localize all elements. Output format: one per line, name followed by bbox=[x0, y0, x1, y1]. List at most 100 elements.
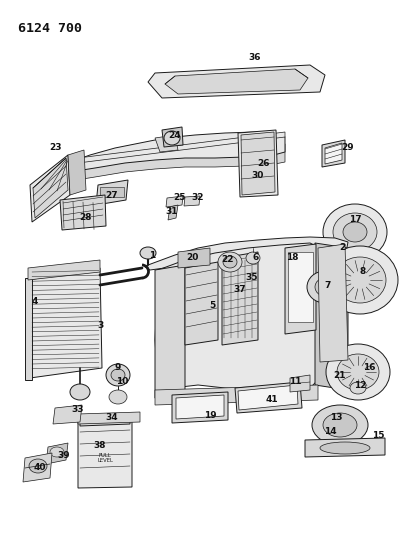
Bar bbox=[288, 252, 313, 322]
Polygon shape bbox=[178, 248, 210, 268]
Polygon shape bbox=[78, 412, 140, 424]
Text: 18: 18 bbox=[286, 254, 298, 262]
Polygon shape bbox=[241, 132, 275, 195]
Ellipse shape bbox=[246, 252, 260, 264]
Text: 31: 31 bbox=[166, 206, 178, 215]
Text: 19: 19 bbox=[204, 410, 216, 419]
Ellipse shape bbox=[106, 364, 130, 386]
Ellipse shape bbox=[29, 459, 47, 473]
Text: 2: 2 bbox=[339, 244, 345, 253]
Polygon shape bbox=[96, 180, 128, 205]
Ellipse shape bbox=[323, 204, 387, 260]
Polygon shape bbox=[176, 395, 224, 419]
Bar bbox=[100, 187, 124, 197]
Polygon shape bbox=[28, 260, 100, 280]
Text: 27: 27 bbox=[106, 191, 118, 200]
Text: 40: 40 bbox=[34, 463, 46, 472]
Ellipse shape bbox=[320, 442, 370, 454]
Polygon shape bbox=[325, 143, 342, 164]
Polygon shape bbox=[285, 244, 316, 334]
Polygon shape bbox=[145, 237, 348, 270]
Text: 4: 4 bbox=[32, 297, 38, 306]
Polygon shape bbox=[53, 405, 82, 424]
Polygon shape bbox=[155, 135, 178, 152]
Text: 25: 25 bbox=[173, 193, 185, 203]
Polygon shape bbox=[222, 252, 258, 345]
Ellipse shape bbox=[337, 354, 379, 390]
Text: 22: 22 bbox=[222, 255, 234, 264]
Text: 32: 32 bbox=[192, 193, 204, 203]
Text: 10: 10 bbox=[116, 377, 128, 386]
Text: 8: 8 bbox=[360, 268, 366, 277]
Polygon shape bbox=[318, 244, 348, 362]
Polygon shape bbox=[238, 385, 298, 410]
Ellipse shape bbox=[343, 222, 367, 242]
Text: 33: 33 bbox=[72, 406, 84, 415]
Text: 3: 3 bbox=[97, 320, 103, 329]
Ellipse shape bbox=[326, 344, 390, 400]
Polygon shape bbox=[165, 69, 308, 94]
Polygon shape bbox=[62, 132, 285, 172]
Ellipse shape bbox=[140, 247, 156, 259]
Polygon shape bbox=[68, 150, 86, 195]
Polygon shape bbox=[62, 132, 285, 165]
Text: 14: 14 bbox=[324, 427, 336, 437]
Text: 21: 21 bbox=[334, 370, 346, 379]
Text: 16: 16 bbox=[363, 364, 375, 373]
Polygon shape bbox=[166, 196, 183, 207]
Polygon shape bbox=[184, 196, 200, 206]
Polygon shape bbox=[80, 416, 130, 426]
Text: 15: 15 bbox=[372, 431, 384, 440]
Text: 6: 6 bbox=[253, 253, 259, 262]
Polygon shape bbox=[238, 130, 278, 197]
Text: 5: 5 bbox=[209, 301, 215, 310]
Polygon shape bbox=[155, 265, 185, 398]
Text: 30: 30 bbox=[252, 171, 264, 180]
Text: 6124 700: 6124 700 bbox=[18, 22, 82, 35]
Polygon shape bbox=[28, 268, 102, 378]
Ellipse shape bbox=[322, 246, 398, 314]
Polygon shape bbox=[315, 243, 348, 390]
Text: 41: 41 bbox=[266, 395, 278, 405]
Text: FULL
LEVEL: FULL LEVEL bbox=[97, 453, 113, 463]
Text: 24: 24 bbox=[169, 131, 181, 140]
Polygon shape bbox=[172, 392, 228, 423]
Text: 23: 23 bbox=[49, 143, 61, 152]
Polygon shape bbox=[168, 205, 178, 220]
Ellipse shape bbox=[320, 283, 330, 291]
Ellipse shape bbox=[312, 405, 368, 445]
Ellipse shape bbox=[70, 384, 90, 400]
Text: 13: 13 bbox=[330, 414, 342, 423]
Text: 7: 7 bbox=[325, 280, 331, 289]
Polygon shape bbox=[78, 420, 132, 488]
Ellipse shape bbox=[218, 252, 242, 272]
Polygon shape bbox=[148, 65, 325, 98]
Polygon shape bbox=[33, 158, 68, 218]
Ellipse shape bbox=[109, 390, 127, 404]
Text: 12: 12 bbox=[354, 381, 366, 390]
Polygon shape bbox=[62, 139, 285, 181]
Polygon shape bbox=[155, 385, 318, 405]
Ellipse shape bbox=[307, 271, 343, 303]
Polygon shape bbox=[322, 140, 345, 167]
Polygon shape bbox=[30, 155, 70, 222]
Polygon shape bbox=[235, 382, 302, 413]
Ellipse shape bbox=[315, 278, 335, 296]
Polygon shape bbox=[162, 127, 183, 147]
Ellipse shape bbox=[164, 131, 180, 145]
Ellipse shape bbox=[350, 382, 366, 394]
Text: 36: 36 bbox=[249, 52, 261, 61]
Text: 1: 1 bbox=[149, 251, 155, 260]
Ellipse shape bbox=[50, 447, 64, 457]
Ellipse shape bbox=[333, 213, 377, 251]
Text: 11: 11 bbox=[289, 377, 301, 386]
Ellipse shape bbox=[323, 413, 357, 437]
Polygon shape bbox=[290, 375, 310, 392]
Text: 34: 34 bbox=[106, 414, 118, 423]
Ellipse shape bbox=[223, 256, 237, 268]
Text: 38: 38 bbox=[94, 440, 106, 449]
Polygon shape bbox=[60, 195, 106, 230]
Text: 26: 26 bbox=[258, 158, 270, 167]
Text: 9: 9 bbox=[115, 364, 121, 373]
Text: 39: 39 bbox=[58, 450, 70, 459]
